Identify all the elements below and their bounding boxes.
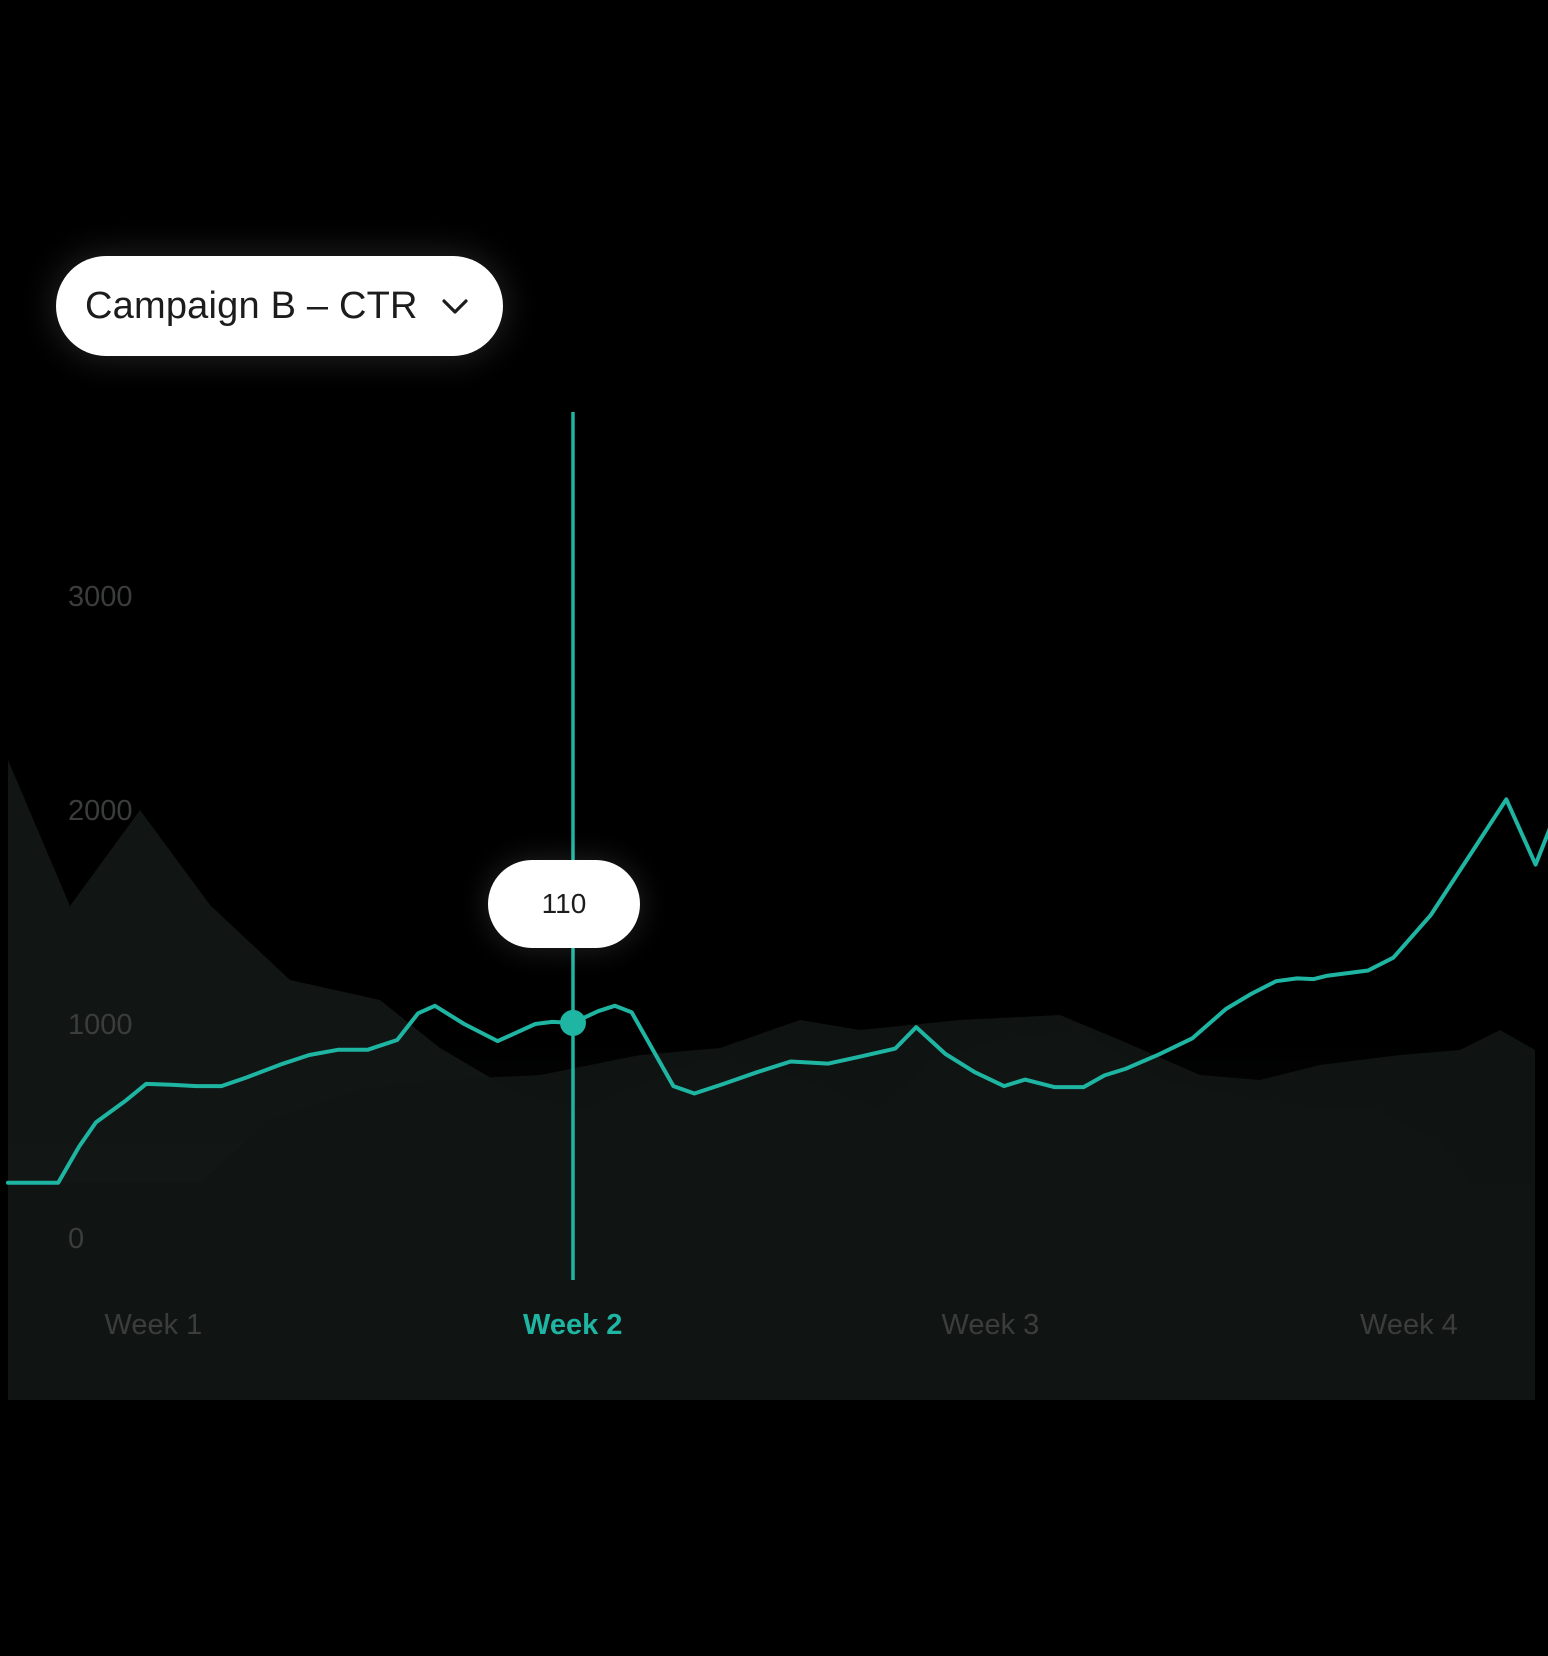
value-tooltip: 110 xyxy=(488,860,640,948)
hover-cursor xyxy=(559,412,586,1280)
background-area-2 xyxy=(8,1015,1535,1400)
y-axis: 0 1000 2000 3000 xyxy=(68,581,133,1255)
series-layer xyxy=(6,797,1548,1185)
series-line xyxy=(6,797,1548,1185)
dropdown-label: Campaign B – CTR xyxy=(85,284,418,327)
x-tick-label: Week 1 xyxy=(104,1309,202,1341)
chevron-down-icon xyxy=(442,299,468,314)
background-area-shapes xyxy=(8,760,1535,1400)
x-tick-label: Week 3 xyxy=(941,1309,1039,1341)
y-tick-label: 3000 xyxy=(68,581,133,613)
tooltip-value: 110 xyxy=(541,888,587,919)
cursor-point xyxy=(559,1009,586,1036)
x-axis: Week 1 Week 2 Week 3 Week 4 xyxy=(104,1309,1457,1341)
campaign-metric-dropdown[interactable]: Campaign B – CTR xyxy=(56,256,503,356)
y-tick-label: 0 xyxy=(68,1223,84,1255)
y-tick-label: 2000 xyxy=(68,795,133,827)
y-tick-label: 1000 xyxy=(68,1009,133,1041)
x-tick-label: Week 4 xyxy=(1360,1309,1458,1341)
x-tick-label: Week 2 xyxy=(523,1309,622,1341)
